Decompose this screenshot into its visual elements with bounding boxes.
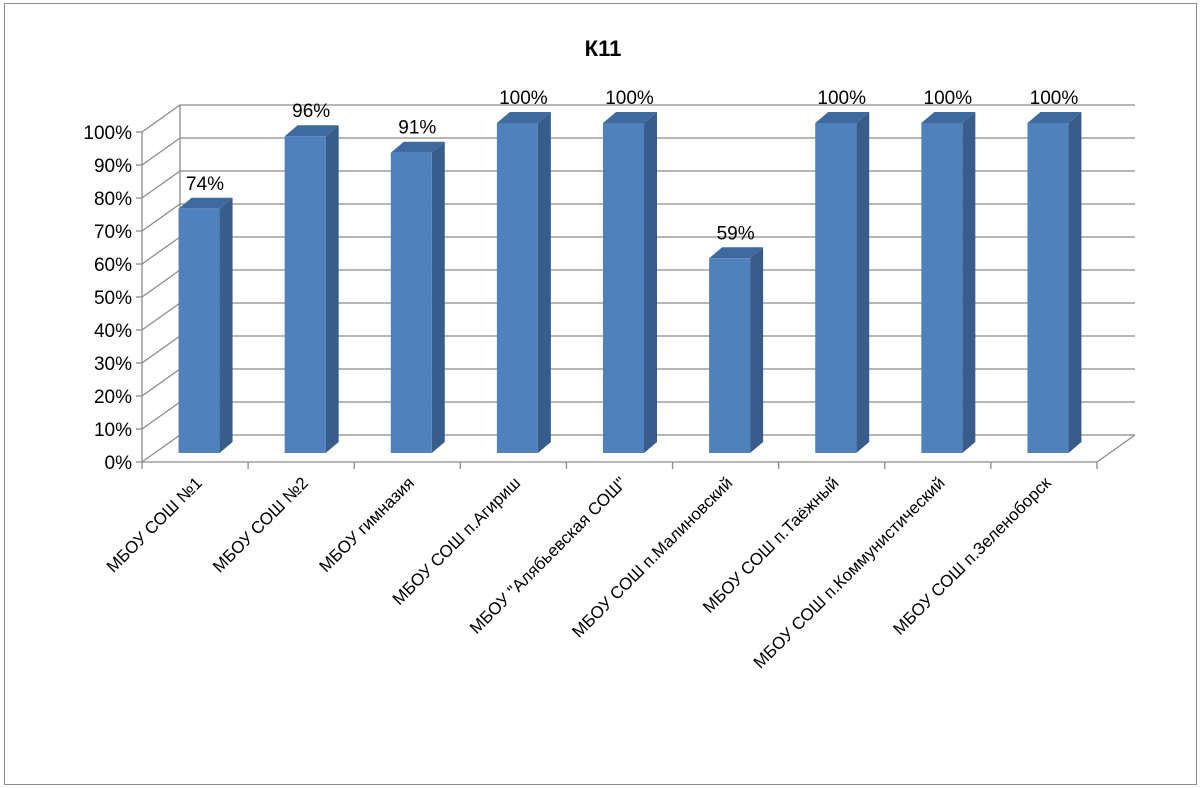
data-label: 100% [924, 88, 973, 109]
bar-top [284, 125, 339, 137]
bar-front [284, 136, 326, 453]
bar-top [390, 141, 445, 153]
y-tick-label: 10% [94, 420, 132, 441]
data-label: 91% [398, 118, 436, 139]
category-label: МБОУ СОШ №1 [103, 473, 206, 576]
floor-edge [1096, 434, 1136, 463]
bar-side [962, 112, 976, 453]
axes [136, 131, 1136, 469]
bar [921, 112, 976, 453]
bar [1027, 112, 1082, 453]
bar-top [603, 112, 657, 123]
data-label: 100% [817, 88, 866, 109]
data-label: 96% [292, 101, 330, 122]
bar-side [219, 197, 233, 453]
data-label: 100% [499, 88, 548, 109]
bar-side [325, 125, 339, 453]
y-tick-label: 100% [83, 123, 132, 144]
data-label: 74% [186, 174, 224, 195]
bar [709, 247, 764, 453]
bar [815, 112, 870, 453]
data-label: 100% [605, 88, 654, 109]
y-tick-label: 70% [94, 222, 132, 243]
bar-side [750, 247, 764, 453]
bar-front [921, 123, 963, 453]
y-tick-label: 50% [94, 288, 132, 309]
bar [284, 125, 339, 453]
bar-side [1068, 112, 1082, 453]
data-label: 59% [717, 223, 755, 244]
bar-top [709, 247, 764, 259]
bar-front [603, 123, 644, 453]
bar-front [1027, 123, 1069, 453]
bar [603, 112, 657, 453]
y-tick-label: 20% [94, 387, 132, 408]
bar-top [1027, 112, 1082, 123]
category-label: МБОУ СОШ п.Коммунистический [750, 473, 949, 672]
y-tick-label: 40% [94, 321, 132, 342]
bar-side [431, 141, 445, 453]
bar-front [178, 208, 220, 453]
bar [178, 197, 233, 453]
bars [178, 112, 1082, 453]
bar-side [644, 112, 657, 453]
bar-front [709, 258, 751, 453]
category-label: МБОУ гимназия [316, 473, 419, 576]
bar-side [856, 112, 870, 453]
bar-top [178, 197, 233, 209]
bar [496, 112, 551, 453]
y-tick-label: 0% [105, 453, 133, 474]
bar [390, 141, 445, 453]
bar-side [537, 112, 551, 453]
bar-front [390, 152, 432, 453]
bar-front [815, 123, 857, 453]
data-label: 100% [1030, 88, 1079, 109]
y-tick-label: 60% [94, 255, 132, 276]
bar-front [496, 123, 538, 453]
bar-top [496, 112, 551, 123]
bar-top [815, 112, 870, 123]
y-tick-label: 80% [94, 189, 132, 210]
y-tick-label: 90% [94, 156, 132, 177]
y-tick-label: 30% [94, 354, 132, 375]
bar-top [921, 112, 976, 123]
category-label: МБОУ СОШ №2 [209, 473, 312, 576]
chart-title: К11 [585, 36, 622, 61]
